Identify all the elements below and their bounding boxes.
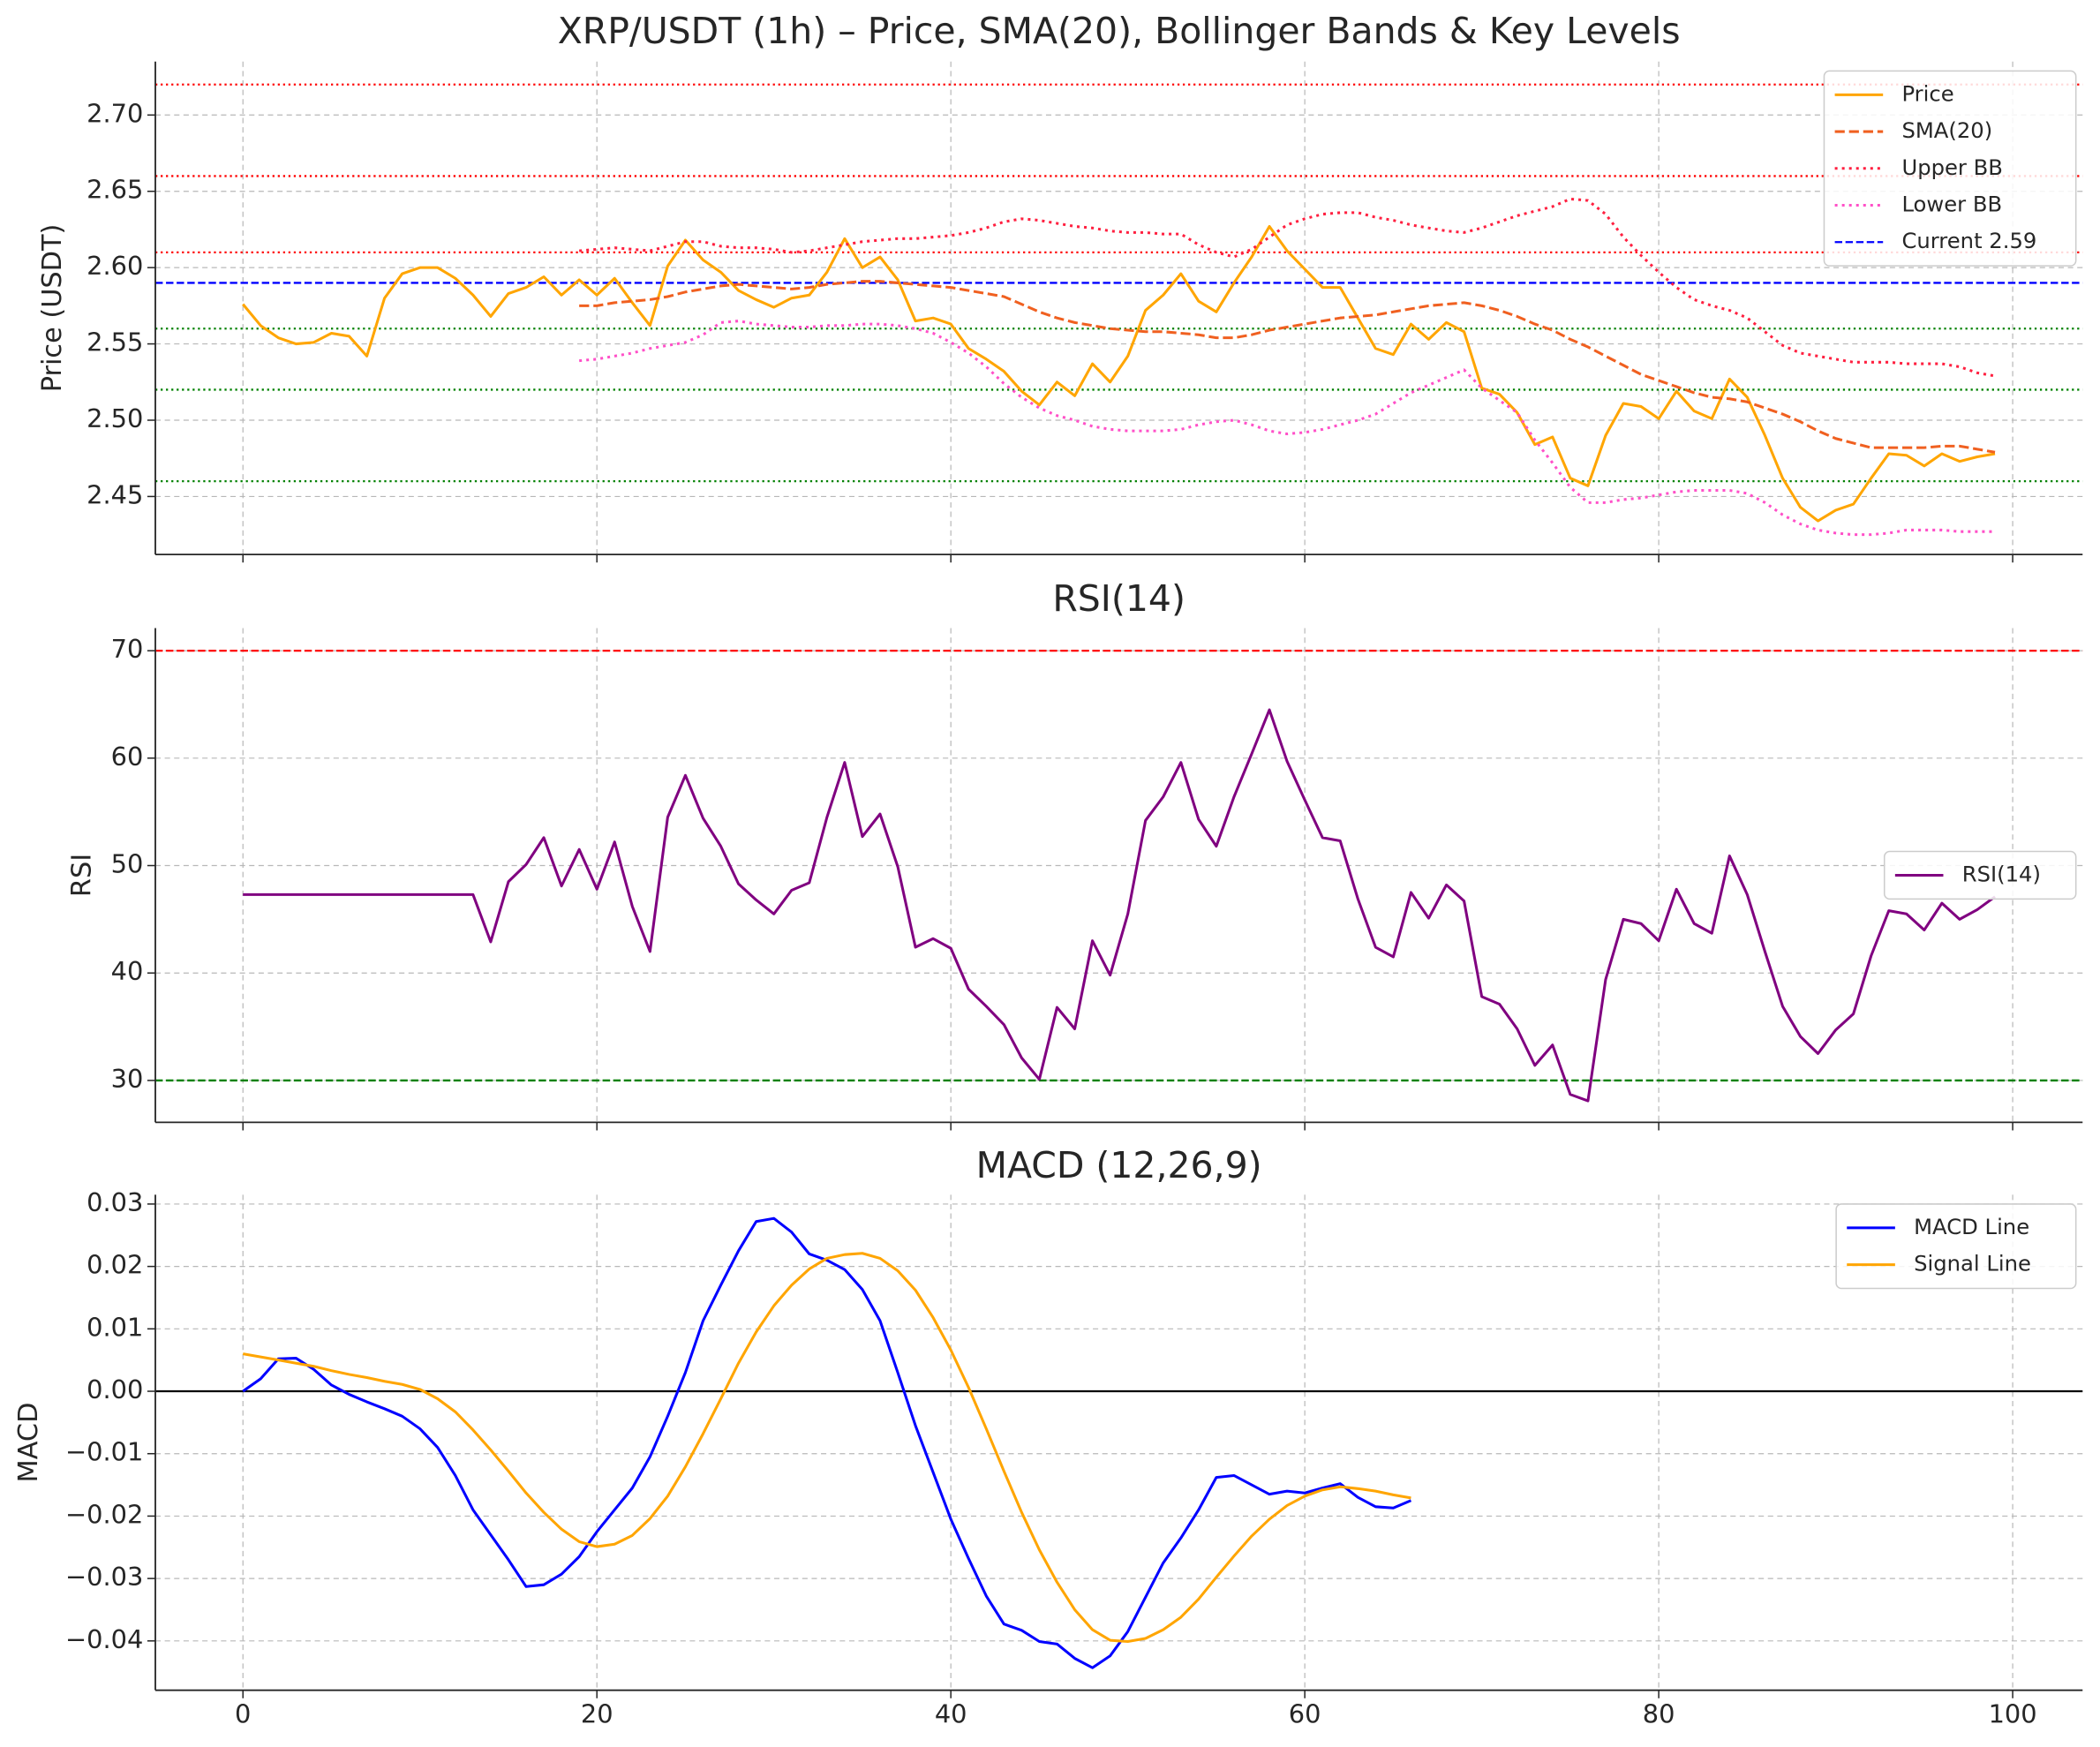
legend-label: Lower BB	[1901, 192, 2002, 217]
y-axis-label: RSI	[67, 854, 98, 897]
y-tick-label: 40	[111, 956, 144, 986]
x-tick-label: 60	[1289, 1698, 1321, 1728]
y-tick-label: −0.01	[65, 1437, 143, 1467]
x-tick-label: 20	[581, 1698, 613, 1728]
y-axis-label: MACD	[13, 1403, 44, 1483]
y-tick-label: 2.55	[87, 328, 143, 358]
y-tick-label: 2.45	[87, 479, 143, 509]
x-tick-label: 0	[235, 1698, 251, 1728]
series-line	[242, 224, 1996, 523]
legend-label: Price	[1901, 80, 1953, 106]
y-tick-label: −0.04	[65, 1624, 143, 1654]
y-tick-label: −0.02	[65, 1499, 143, 1529]
y-tick-label: 50	[111, 849, 144, 879]
chart-title: MACD (12,26,9)	[976, 1144, 1262, 1186]
x-tick-label: 40	[935, 1698, 967, 1728]
y-tick-label: 30	[111, 1064, 144, 1094]
legend-label: SMA(20)	[1901, 117, 1992, 143]
y-tick-label: 2.65	[87, 175, 143, 205]
legend-label: Current 2.59	[1901, 228, 2036, 253]
series-line	[579, 320, 1996, 537]
y-tick-label: 0.00	[87, 1374, 143, 1404]
legend-label: MACD Line	[1914, 1214, 2029, 1239]
y-axis-label: Price (USDT)	[37, 224, 68, 393]
y-tick-label: 60	[111, 742, 144, 772]
series-line	[242, 1252, 1411, 1644]
legend-box	[1835, 1203, 2077, 1290]
chart-title: RSI(14)	[1052, 577, 1185, 620]
y-tick-label: 2.60	[87, 251, 143, 281]
series-line	[243, 708, 1996, 1103]
x-tick-label: 100	[1989, 1698, 2037, 1728]
series-line	[242, 1216, 1412, 1669]
chart-title: XRP/USDT (1h) – Price, SMA(20), Bollinge…	[558, 10, 1681, 52]
legend-box	[1823, 70, 2077, 267]
y-tick-label: 0.01	[87, 1312, 143, 1342]
y-tick-label: 2.50	[87, 403, 143, 433]
y-tick-label: 0.02	[87, 1250, 143, 1280]
y-tick-label: 70	[111, 634, 144, 664]
y-tick-label: −0.03	[65, 1562, 143, 1592]
legend-label: RSI(14)	[1962, 861, 2041, 886]
legend-box	[1883, 850, 2077, 900]
legend-label: Upper BB	[1901, 154, 2002, 180]
y-tick-label: 2.70	[87, 98, 143, 128]
legend-label: Signal Line	[1914, 1251, 2031, 1276]
series-line	[579, 280, 1996, 454]
y-tick-label: 0.03	[87, 1187, 143, 1217]
x-tick-label: 80	[1643, 1698, 1675, 1728]
